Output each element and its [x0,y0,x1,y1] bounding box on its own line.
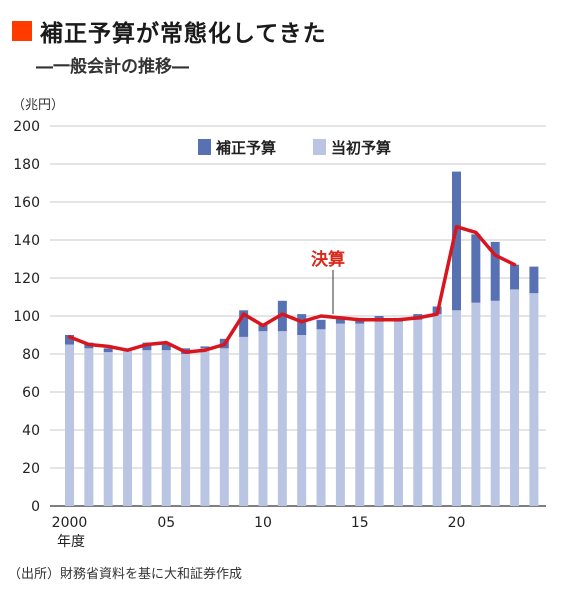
bar-supplementary-budget [65,335,74,345]
bar-initial-budget [529,293,539,506]
bar-initial-budget [413,319,423,506]
bar-initial-budget [452,310,461,506]
x-tick-label: 2000 [52,515,88,531]
bar-initial-budget [510,289,520,506]
bar-supplementary-budget [200,346,210,349]
y-tick-label: 60 [22,385,40,401]
bar-initial-budget [355,323,365,506]
settlement-line [67,224,517,354]
bar-initial-budget [84,348,94,506]
y-tick-label: 120 [13,271,40,287]
bar-initial-budget [490,300,500,506]
bar-supplementary-budget [258,323,268,332]
bar-supplementary-budget [142,342,152,351]
y-tick-label: 20 [22,461,40,477]
bar-supplementary-budget [297,314,307,335]
bar-supplementary-budget [316,319,326,330]
bar-initial-budget [239,336,249,506]
bar-initial-budget [316,329,326,506]
bar-initial-budget [432,314,442,506]
legend-swatch-initial [313,139,326,155]
y-tick-label: 80 [22,347,40,363]
bar-initial-budget [103,352,113,506]
bar-supplementary-budget [510,264,520,290]
source-note: （出所）財務省資料を基に大和証券作成 [8,567,243,582]
bar-supplementary-budget [529,266,539,294]
legend-swatch-supplementary [198,139,211,155]
x-tick-label: 05 [157,515,175,531]
y-tick-label: 180 [13,157,40,173]
bar-initial-budget [219,348,229,506]
bar-initial-budget [161,350,171,506]
x-tick-label: 15 [351,515,369,531]
title-marker [12,21,32,41]
y-tick-label: 40 [22,423,40,439]
bar-initial-budget [200,348,210,506]
bar-initial-budget [297,335,307,506]
bar-initial-budget [142,350,152,506]
bar-initial-budget [335,323,345,506]
bar-supplementary-budget [161,342,171,351]
bar-supplementary-budget [452,171,461,311]
bar-initial-budget [65,344,74,506]
legend-label-supplementary: 補正予算 [215,139,276,157]
x-axis-unit: 年度 [57,534,85,550]
bar-initial-budget [277,331,287,506]
title-row: 補正予算が常態化してきた [12,14,327,48]
bar-initial-budget [123,350,133,506]
bar-supplementary-budget [239,310,249,337]
bar-initial-budget [258,331,268,506]
y-axis-unit: （兆円） [12,98,65,113]
chart-title: 補正予算が常態化してきた [40,21,327,47]
x-tick-label: 20 [448,515,466,531]
bar-initial-budget [181,354,191,506]
bar-initial-budget [471,302,481,506]
y-tick-label: 160 [13,195,40,211]
x-tick-label: 10 [254,515,272,531]
bar-initial-budget [393,321,403,506]
bar-supplementary-budget [471,234,481,303]
y-tick-label: 100 [13,309,40,325]
bar-supplementary-budget [335,317,345,324]
settlement-label: 決算 [311,249,345,270]
bar-supplementary-budget [103,348,113,353]
bar-initial-budget [374,321,384,506]
y-tick-label: 140 [13,233,40,249]
chart-subtitle: ―一般会計の推移― [36,57,189,77]
y-tick-label: 200 [13,119,40,135]
legend-label-initial: 当初予算 [331,139,391,157]
bar-supplementary-budget [490,241,500,301]
y-tick-label: 0 [31,499,40,515]
